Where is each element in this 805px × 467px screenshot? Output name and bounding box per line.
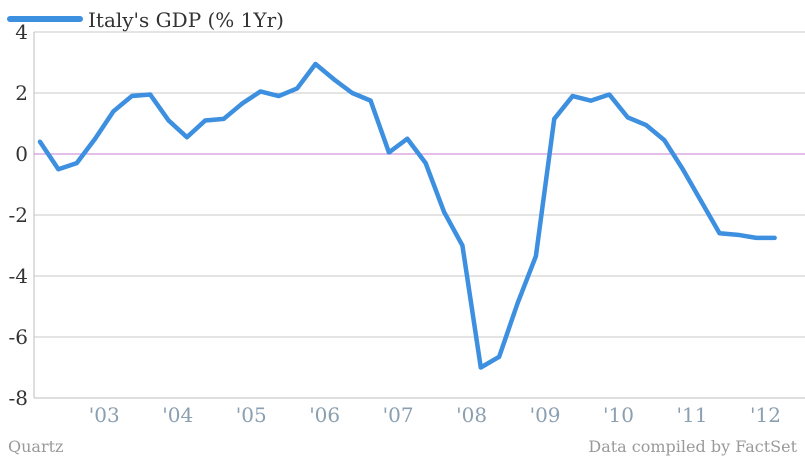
x-tick-label: '08 <box>456 403 487 427</box>
data-point <box>754 235 759 240</box>
y-tick-layer: 4 2 0 -2 -4 -6 -8 <box>9 20 28 410</box>
data-point <box>276 94 281 99</box>
data-point <box>184 135 189 140</box>
x-tick-label: '12 <box>750 403 781 427</box>
data-point <box>699 199 704 204</box>
data-point <box>644 123 649 128</box>
data-point <box>460 243 465 248</box>
data-point <box>166 118 171 123</box>
data-point <box>203 118 208 123</box>
data-point <box>93 136 98 141</box>
data-point <box>497 354 502 359</box>
data-point <box>386 150 391 155</box>
footer-source-right: Data compiled by FactSet <box>588 437 797 456</box>
data-point <box>478 365 483 370</box>
data-point <box>423 161 428 166</box>
x-tick-layer: '03 '04 '05 '06 '07 '08 '09 '10 '11 '12 <box>89 403 781 427</box>
y-tick-label: 4 <box>15 20 28 44</box>
y-tick-label: 0 <box>15 142 28 166</box>
y-tick-label: -6 <box>9 325 28 349</box>
data-point <box>331 77 336 82</box>
x-tick-label: '11 <box>677 403 708 427</box>
data-point <box>735 232 740 237</box>
data-point <box>588 98 593 103</box>
data-point <box>240 101 245 106</box>
data-point <box>148 92 153 97</box>
y-tick-label: -8 <box>9 386 28 410</box>
x-tick-label: '07 <box>383 403 414 427</box>
data-point <box>570 94 575 99</box>
legend: Italy's GDP (% 1Yr) <box>7 8 284 32</box>
x-tick-label: '06 <box>309 403 340 427</box>
y-tick-label: -2 <box>9 203 28 227</box>
data-point <box>258 89 263 94</box>
y-tick-label: -4 <box>9 264 28 288</box>
data-point <box>607 92 612 97</box>
data-point <box>772 235 777 240</box>
data-point <box>552 116 557 121</box>
x-tick-label: '04 <box>162 403 193 427</box>
data-point <box>221 116 226 121</box>
series-line <box>37 61 777 370</box>
data-point <box>405 136 410 141</box>
data-point <box>515 301 520 306</box>
x-tick-label: '10 <box>603 403 634 427</box>
grid-layer <box>33 31 805 399</box>
y-tick-label: 2 <box>15 81 28 105</box>
data-point <box>533 254 538 259</box>
data-point <box>111 109 116 114</box>
data-point <box>295 86 300 91</box>
data-point <box>442 209 447 214</box>
data-point <box>313 62 318 67</box>
data-point <box>56 167 61 172</box>
x-tick-label: '05 <box>236 403 267 427</box>
data-point <box>38 139 42 144</box>
series-layer <box>37 61 777 370</box>
data-point <box>717 231 722 236</box>
data-point <box>129 94 134 99</box>
data-point <box>350 91 355 95</box>
data-point <box>662 138 667 143</box>
data-point <box>368 98 373 103</box>
x-tick-label: '03 <box>89 403 120 427</box>
data-point <box>625 115 630 120</box>
legend-label: Italy's GDP (% 1Yr) <box>88 8 284 32</box>
x-tick-label: '09 <box>530 403 561 427</box>
data-point <box>74 161 79 166</box>
data-point <box>680 167 685 172</box>
footer-source-left: Quartz <box>8 437 63 456</box>
